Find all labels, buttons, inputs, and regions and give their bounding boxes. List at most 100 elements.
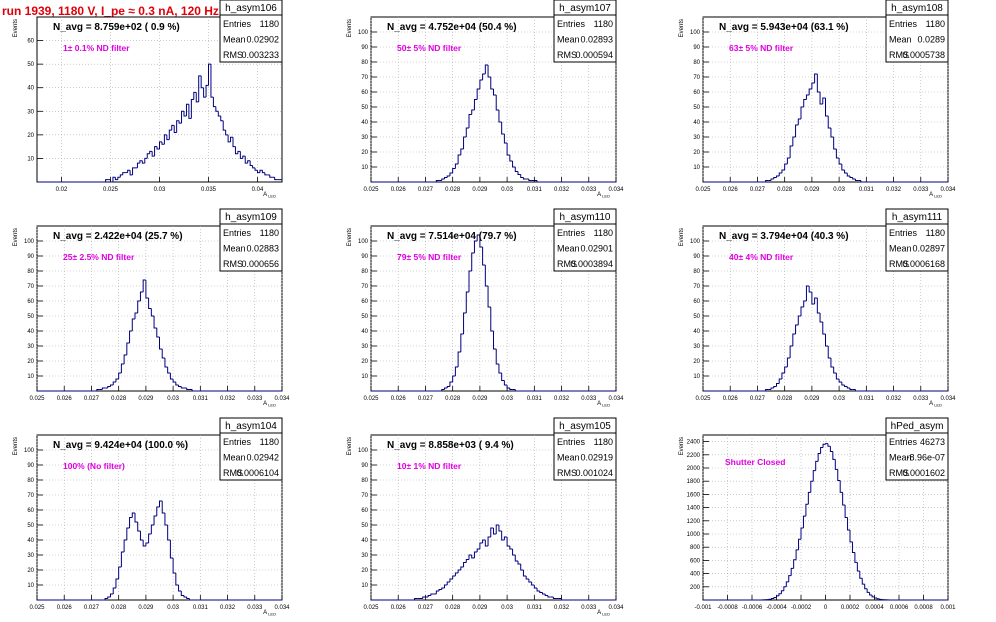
x-tick-label: 0.0008	[914, 605, 933, 611]
histogram-bin	[414, 598, 418, 600]
histogram-bin	[242, 155, 246, 159]
histogram-bin	[217, 111, 221, 117]
stats-label: Entries	[557, 228, 586, 238]
histogram-bin	[851, 541, 855, 553]
histogram-bin	[441, 389, 445, 391]
y-tick-label: 30	[361, 344, 368, 350]
histogram-bin	[514, 167, 518, 172]
histogram-bin	[169, 540, 174, 559]
y-tick-label: 60	[361, 299, 368, 305]
histogram-bin	[861, 578, 865, 585]
histogram-bin	[118, 372, 122, 379]
histogram-bin	[776, 595, 779, 598]
stats-box	[553, 208, 617, 272]
histogram-bin	[153, 515, 157, 525]
filter-annotation: 1± 0.1% ND filter	[63, 43, 130, 53]
histogram-bin	[446, 175, 450, 178]
y-tick-label: 90	[361, 45, 368, 51]
histogram-bin	[198, 75, 202, 102]
histogram-bin	[468, 554, 472, 560]
histogram-panel: 0.02 0.025 0.03 0.035 0.04 10 20 30 40 50 60 Events…	[13, 0, 283, 199]
y-tick-label: 1200	[687, 519, 701, 525]
x-tick-label: 0.034	[274, 396, 290, 402]
histogram-bin	[134, 312, 138, 319]
histogram-bin	[112, 176, 116, 182]
y-tick-label: 10	[693, 374, 700, 380]
y-tick-label: 30	[27, 553, 34, 559]
histogram-name: h_asym107	[559, 3, 611, 14]
x-tick-label: 0.025	[363, 396, 379, 402]
histogram-bin	[789, 345, 793, 358]
stats-value: 1180	[260, 228, 279, 238]
x-tick-label: 0.027	[750, 396, 766, 402]
stats-value: 0.02901	[580, 244, 613, 254]
histogram-bin	[876, 598, 880, 600]
histogram-bin	[129, 517, 133, 528]
stats-value: 0.02942	[246, 453, 279, 463]
histogram-bin	[506, 385, 510, 389]
x-tick-label: 0.025	[103, 187, 119, 193]
histogram-bin	[503, 380, 508, 386]
y-tick-label: 30	[27, 344, 34, 350]
histogram-bin	[803, 99, 807, 107]
histogram-bin	[463, 312, 467, 334]
y-tick-label: 50	[693, 314, 700, 320]
histogram-panel: 0.025 0.026 0.027 0.028 0.029 0.03 0.031 0.032 0…	[347, 0, 624, 199]
y-tick-label: 20	[693, 359, 700, 365]
x-tick-label: 0.033	[581, 605, 597, 611]
x-tick-label: 0.026	[723, 187, 739, 193]
histogram-bin	[137, 300, 141, 313]
stats-label: Mean	[223, 453, 246, 463]
stats-label: Entries	[223, 19, 252, 29]
x-axis-label: A LED	[263, 192, 276, 199]
stats-value: 1180	[260, 437, 279, 447]
histogram-bin	[454, 366, 459, 376]
histogram-bin	[454, 572, 459, 576]
histogram-bin	[120, 363, 125, 373]
histogram-bin	[770, 387, 774, 390]
histogram-bin	[159, 141, 162, 149]
panel-title: N_avg = 9.424e+04 (100.0 %)	[53, 440, 188, 451]
x-tick-label: 0.034	[274, 605, 290, 611]
y-tick-label: 70	[693, 75, 700, 81]
histogram-name: h_asym108	[891, 3, 943, 14]
histogram-bin	[856, 562, 860, 572]
x-tick-label: 0.04	[252, 187, 264, 193]
histogram-bin	[148, 533, 152, 543]
histogram-bin	[785, 581, 789, 587]
stats-value: 0.0006168	[902, 259, 945, 269]
histogram-bin	[790, 567, 794, 576]
histogram-bin	[129, 330, 133, 343]
histogram-bin	[512, 549, 516, 556]
histogram-panel: 0.025 0.026 0.027 0.028 0.029 0.03 0.031 0.032 0…	[679, 208, 956, 408]
histogram-bin	[800, 106, 804, 119]
stats-value: 0.000594	[575, 50, 613, 60]
histogram-bin	[161, 141, 165, 145]
histogram-bin	[501, 373, 505, 381]
y-tick-label: 70	[693, 284, 700, 290]
y-tick-label: 2400	[687, 440, 701, 446]
stats-label: RMS	[223, 50, 243, 60]
histogram-bin	[239, 151, 243, 159]
histogram-bin	[517, 171, 521, 175]
histogram-bin	[463, 562, 467, 567]
histogram-bin	[484, 265, 489, 287]
y-tick-label: 40	[361, 538, 368, 544]
x-tick-label: 0.026	[391, 396, 407, 402]
y-tick-label: 90	[361, 463, 368, 469]
y-tick-label: 1400	[687, 506, 701, 512]
histogram-bin	[509, 388, 513, 390]
histogram-bin	[210, 64, 214, 98]
histogram-bin	[498, 525, 502, 532]
histogram-bin	[495, 95, 499, 111]
histogram-bin	[503, 134, 508, 144]
x-axis-label: A LED	[263, 401, 276, 408]
stats-value: 0.02883	[246, 244, 279, 254]
y-tick-label: 100	[690, 30, 701, 36]
histogram-bin	[244, 156, 248, 164]
histogram-bin	[190, 99, 194, 119]
histogram-bin	[849, 176, 853, 178]
y-tick-label: 20	[361, 150, 368, 156]
histogram-bin	[145, 280, 149, 299]
